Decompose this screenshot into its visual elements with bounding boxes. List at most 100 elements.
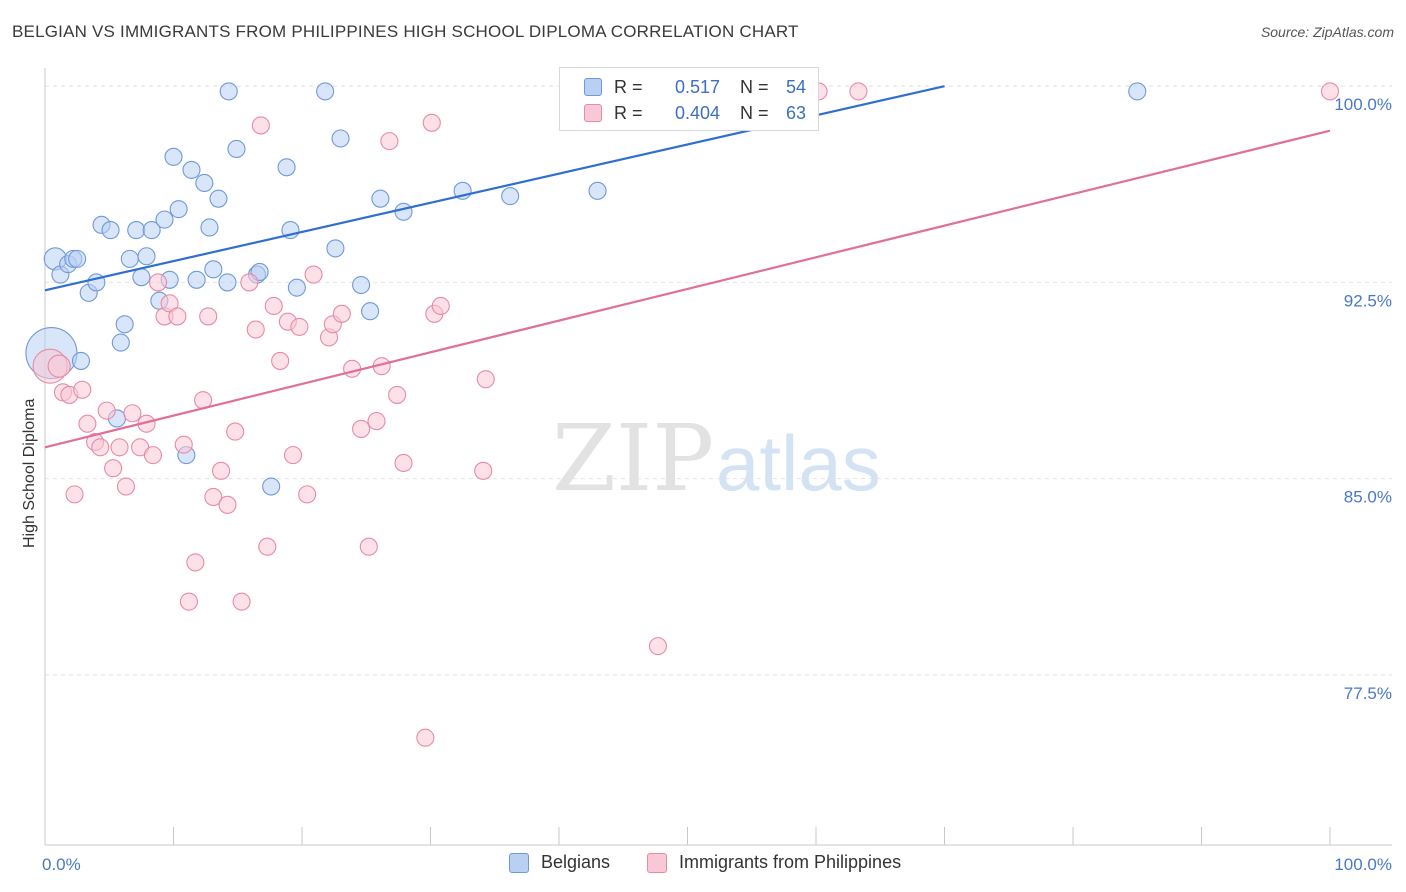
- belgians-point: [326, 239, 345, 258]
- philippines-point: [65, 485, 84, 504]
- belgians-point: [71, 351, 91, 370]
- philippines-swatch: [584, 104, 602, 122]
- legend-row-philippines: R = 0.404 N = 63: [584, 101, 806, 125]
- philippines-point: [47, 354, 71, 378]
- philippines-point: [218, 495, 237, 514]
- belgians-point: [111, 333, 130, 352]
- gridlines: [45, 85, 1392, 676]
- belgians-point: [132, 268, 151, 287]
- philippines-point: [422, 113, 441, 132]
- philippines-point: [123, 404, 142, 423]
- bottom-legend-philippines: Immigrants from Philippines: [647, 852, 901, 873]
- philippines-point: [199, 307, 218, 326]
- watermark-atlas: atlas: [716, 419, 881, 507]
- philippines-point: [226, 422, 245, 441]
- philippines-point: [174, 435, 193, 454]
- philippines-point: [110, 438, 129, 457]
- philippines-point: [431, 296, 450, 316]
- philippines-point: [367, 412, 386, 431]
- belgians-point: [1128, 82, 1147, 101]
- y-tick-label: 77.5%: [1344, 684, 1392, 703]
- r-label: R =: [614, 102, 643, 123]
- belgians-point: [155, 210, 174, 229]
- belgians-legend-label: Belgians: [541, 852, 611, 872]
- tick-labels: 77.5% 85.0% 92.5% 100.0% 0.0% 100.0%: [42, 95, 1392, 874]
- watermark-zip: ZIP: [552, 405, 714, 512]
- philippines-point: [388, 385, 407, 404]
- belgians-point: [187, 270, 206, 289]
- philippines-point: [251, 116, 270, 135]
- belgians-swatch: [584, 78, 602, 96]
- belgians-point: [501, 187, 520, 206]
- philippines-point: [352, 419, 371, 439]
- belgians-point: [219, 82, 238, 101]
- y-axis-label: High School Diploma: [21, 398, 38, 548]
- philippines-point: [232, 592, 251, 611]
- philippines-point: [476, 370, 495, 389]
- belgians-point: [120, 249, 139, 268]
- belgians-point: [371, 189, 390, 208]
- philippines-point: [332, 304, 351, 323]
- philippines-point: [73, 380, 92, 399]
- philippines-point: [283, 446, 303, 465]
- philippines-n-value: 63: [786, 102, 807, 123]
- belgians-point: [101, 221, 120, 240]
- chart-title: BELGIAN VS IMMIGRANTS FROM PHILIPPINES H…: [12, 22, 799, 41]
- philippines-point: [343, 359, 362, 378]
- philippines-point: [271, 351, 290, 370]
- philippines-point: [648, 637, 667, 656]
- belgians-point: [195, 173, 214, 193]
- philippines-point: [211, 461, 231, 480]
- philippines-point: [1320, 82, 1340, 101]
- philippines-point: [104, 459, 123, 478]
- philippines-r-value: 0.404: [674, 102, 720, 123]
- belgians-point: [277, 158, 296, 177]
- philippines-point: [290, 317, 309, 336]
- belgians-point: [287, 278, 306, 297]
- watermark: ZIP atlas: [552, 405, 881, 512]
- belgians-point: [137, 247, 156, 266]
- x-tick-label: 0.0%: [42, 855, 81, 874]
- philippines-point: [474, 461, 493, 480]
- belgians-point: [200, 218, 219, 237]
- belgians-point: [262, 477, 281, 496]
- belgians-point: [227, 139, 246, 159]
- belgians-n-value: 54: [786, 76, 807, 97]
- philippines-point: [264, 296, 283, 316]
- belgians-point: [169, 200, 188, 219]
- y-tick-label: 85.0%: [1344, 488, 1392, 507]
- source-label: Source: ZipAtlas.com: [1260, 24, 1394, 40]
- philippines-point: [849, 82, 868, 101]
- philippines-legend-swatch: [647, 852, 667, 873]
- philippines-point: [168, 307, 187, 326]
- philippines-point: [394, 453, 413, 473]
- belgians-r-value: 0.517: [674, 76, 720, 97]
- y-tick-label: 92.5%: [1344, 291, 1392, 310]
- philippines-point: [97, 401, 116, 420]
- philippines-point: [359, 537, 378, 556]
- philippines-point: [298, 485, 317, 504]
- philippines-point: [304, 265, 323, 284]
- belgians-point: [394, 202, 413, 221]
- philippines-point: [246, 320, 265, 339]
- r-label: R =: [614, 76, 643, 97]
- philippines-point: [240, 273, 259, 292]
- philippines-legend-label: Immigrants from Philippines: [679, 852, 902, 872]
- belgians-point: [361, 302, 380, 321]
- philippines-point: [143, 446, 162, 465]
- x-tick-label: 100.0%: [1334, 855, 1392, 874]
- philippines-point: [258, 537, 277, 556]
- n-label: N =: [740, 102, 769, 123]
- belgians-point: [127, 221, 146, 240]
- philippines-point: [380, 132, 399, 151]
- philippines-point: [179, 592, 198, 611]
- n-label: N =: [740, 76, 769, 97]
- data-points: [25, 79, 1340, 747]
- belgians-point: [164, 147, 183, 166]
- y-tick-label: 100.0%: [1334, 95, 1392, 114]
- legend-row-belgians: R = 0.517 N = 54: [584, 75, 806, 99]
- philippines-point: [91, 438, 110, 457]
- philippines-point: [204, 487, 223, 507]
- philippines-point: [149, 273, 168, 292]
